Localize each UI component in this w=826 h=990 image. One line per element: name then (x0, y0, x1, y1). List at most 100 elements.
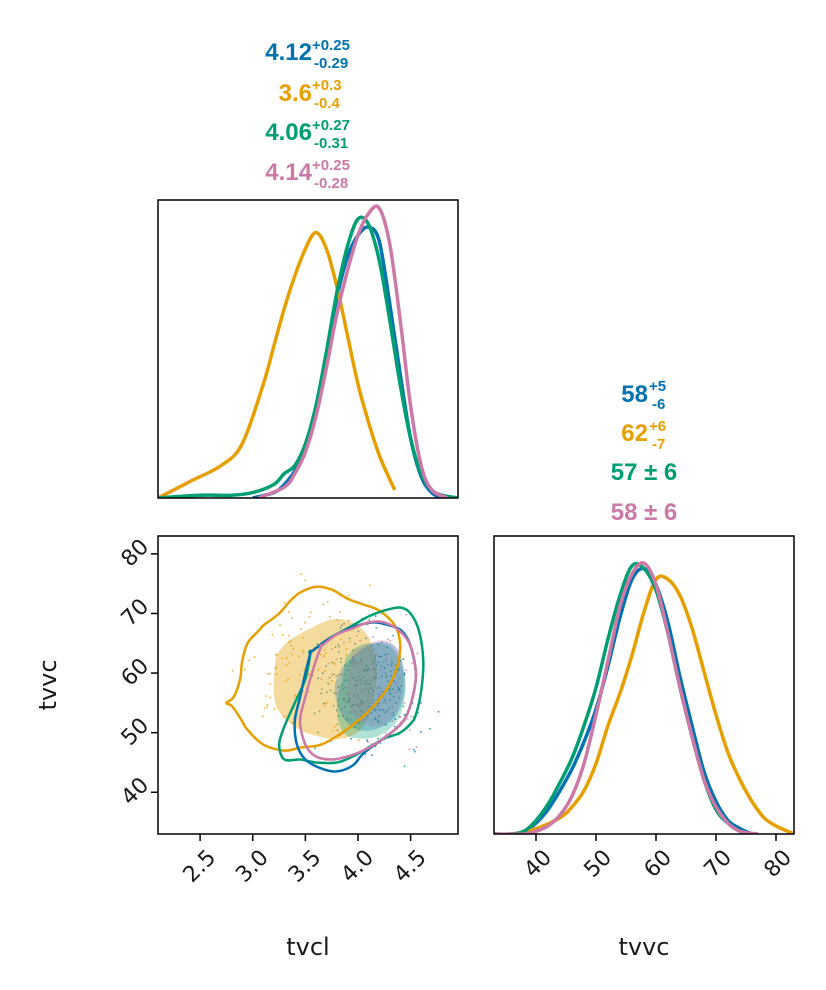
sample-point (405, 669, 408, 672)
sample-point (323, 670, 326, 672)
tvcl-x-axis-label: tvcl (286, 933, 329, 961)
sample-point (281, 657, 283, 660)
sample-point (303, 668, 305, 670)
sample-point (368, 692, 370, 695)
sample-point (351, 704, 354, 707)
sample-point (294, 695, 297, 698)
sample-point (321, 672, 324, 675)
density-line-chain-green (158, 215, 458, 498)
sample-point (356, 634, 358, 637)
sample-point (335, 658, 338, 661)
stat-value: 62 (621, 420, 648, 447)
sample-point (378, 677, 380, 680)
y-tick-label: 70 (117, 594, 154, 631)
sample-point (342, 715, 344, 718)
sample-point (365, 680, 368, 682)
sample-point (372, 668, 375, 670)
sample-point (364, 669, 367, 672)
sample-point (300, 573, 302, 576)
sample-point (275, 673, 278, 676)
sample-point (357, 694, 359, 697)
sample-point (346, 669, 349, 672)
sample-point (390, 674, 392, 677)
sample-point (372, 636, 375, 638)
sample-point (390, 662, 393, 665)
sample-point (360, 699, 362, 702)
sample-point (309, 611, 312, 614)
stat-lower: -0.31 (314, 135, 348, 152)
sample-point (340, 661, 342, 663)
sample-point (329, 689, 332, 692)
stat-value: 3.6 (279, 80, 312, 107)
tvvc-y-axis-label: tvvc (34, 659, 62, 710)
sample-point (281, 634, 284, 636)
sample-point (337, 704, 340, 707)
sample-point (347, 665, 350, 667)
joint-scatter-points (232, 573, 440, 768)
sample-point (357, 722, 359, 725)
sample-point (408, 729, 411, 732)
sample-point (350, 737, 352, 740)
sample-point (320, 692, 323, 695)
sample-point (336, 619, 339, 621)
sample-point (362, 701, 365, 703)
density-line-chain-orange (494, 574, 794, 834)
sample-point (343, 679, 346, 682)
x-tick-label: 4.0 (337, 845, 379, 887)
sample-point (333, 661, 335, 664)
sample-point (343, 706, 346, 709)
tvcl-density-panel (157, 199, 459, 499)
sample-point (290, 644, 293, 647)
sample-point (377, 737, 379, 740)
sample-point (324, 704, 326, 707)
sample-point (337, 715, 340, 717)
sample-point (420, 702, 422, 704)
sample-point (364, 687, 367, 690)
sample-point (393, 725, 396, 728)
sample-point (317, 677, 320, 680)
sample-point (389, 699, 391, 702)
sample-point (384, 723, 387, 726)
sample-point (351, 661, 354, 664)
sample-point (384, 711, 386, 714)
sample-point (415, 746, 418, 748)
stat-upper: +0.3 (312, 77, 342, 94)
sample-point (368, 619, 371, 621)
sample-point (336, 729, 339, 731)
sample-point (343, 622, 345, 625)
sample-point (378, 702, 381, 705)
sample-point (391, 661, 394, 663)
joint-frame (157, 535, 459, 835)
sample-point (337, 651, 340, 653)
sample-point (354, 642, 356, 645)
sample-point (358, 721, 361, 724)
sample-point (349, 661, 352, 663)
sample-point (373, 666, 376, 669)
stat-value: 58 (621, 381, 648, 408)
sample-point (346, 679, 349, 681)
sample-point (266, 673, 269, 675)
sample-point (377, 695, 380, 698)
sample-point (304, 621, 306, 624)
sample-point (345, 648, 348, 651)
sample-point (416, 652, 419, 655)
sample-point (362, 711, 365, 713)
sample-point (352, 657, 355, 659)
x-tick-label: 70 (700, 845, 737, 882)
sample-point (314, 747, 316, 750)
sample-point (334, 646, 337, 648)
sample-point (320, 678, 323, 681)
sample-point (371, 694, 374, 697)
sample-point (380, 655, 382, 658)
sample-point (352, 677, 355, 679)
sample-point (361, 690, 363, 693)
sample-point (372, 702, 374, 704)
sample-point (325, 652, 327, 655)
sample-point (377, 720, 380, 723)
stat-value: 4.12 (265, 39, 312, 66)
y-tick-label: 40 (117, 773, 154, 810)
sample-point (398, 689, 401, 691)
sample-point (393, 680, 395, 683)
filled-region-pink-core (347, 640, 404, 727)
sample-point (330, 674, 333, 677)
